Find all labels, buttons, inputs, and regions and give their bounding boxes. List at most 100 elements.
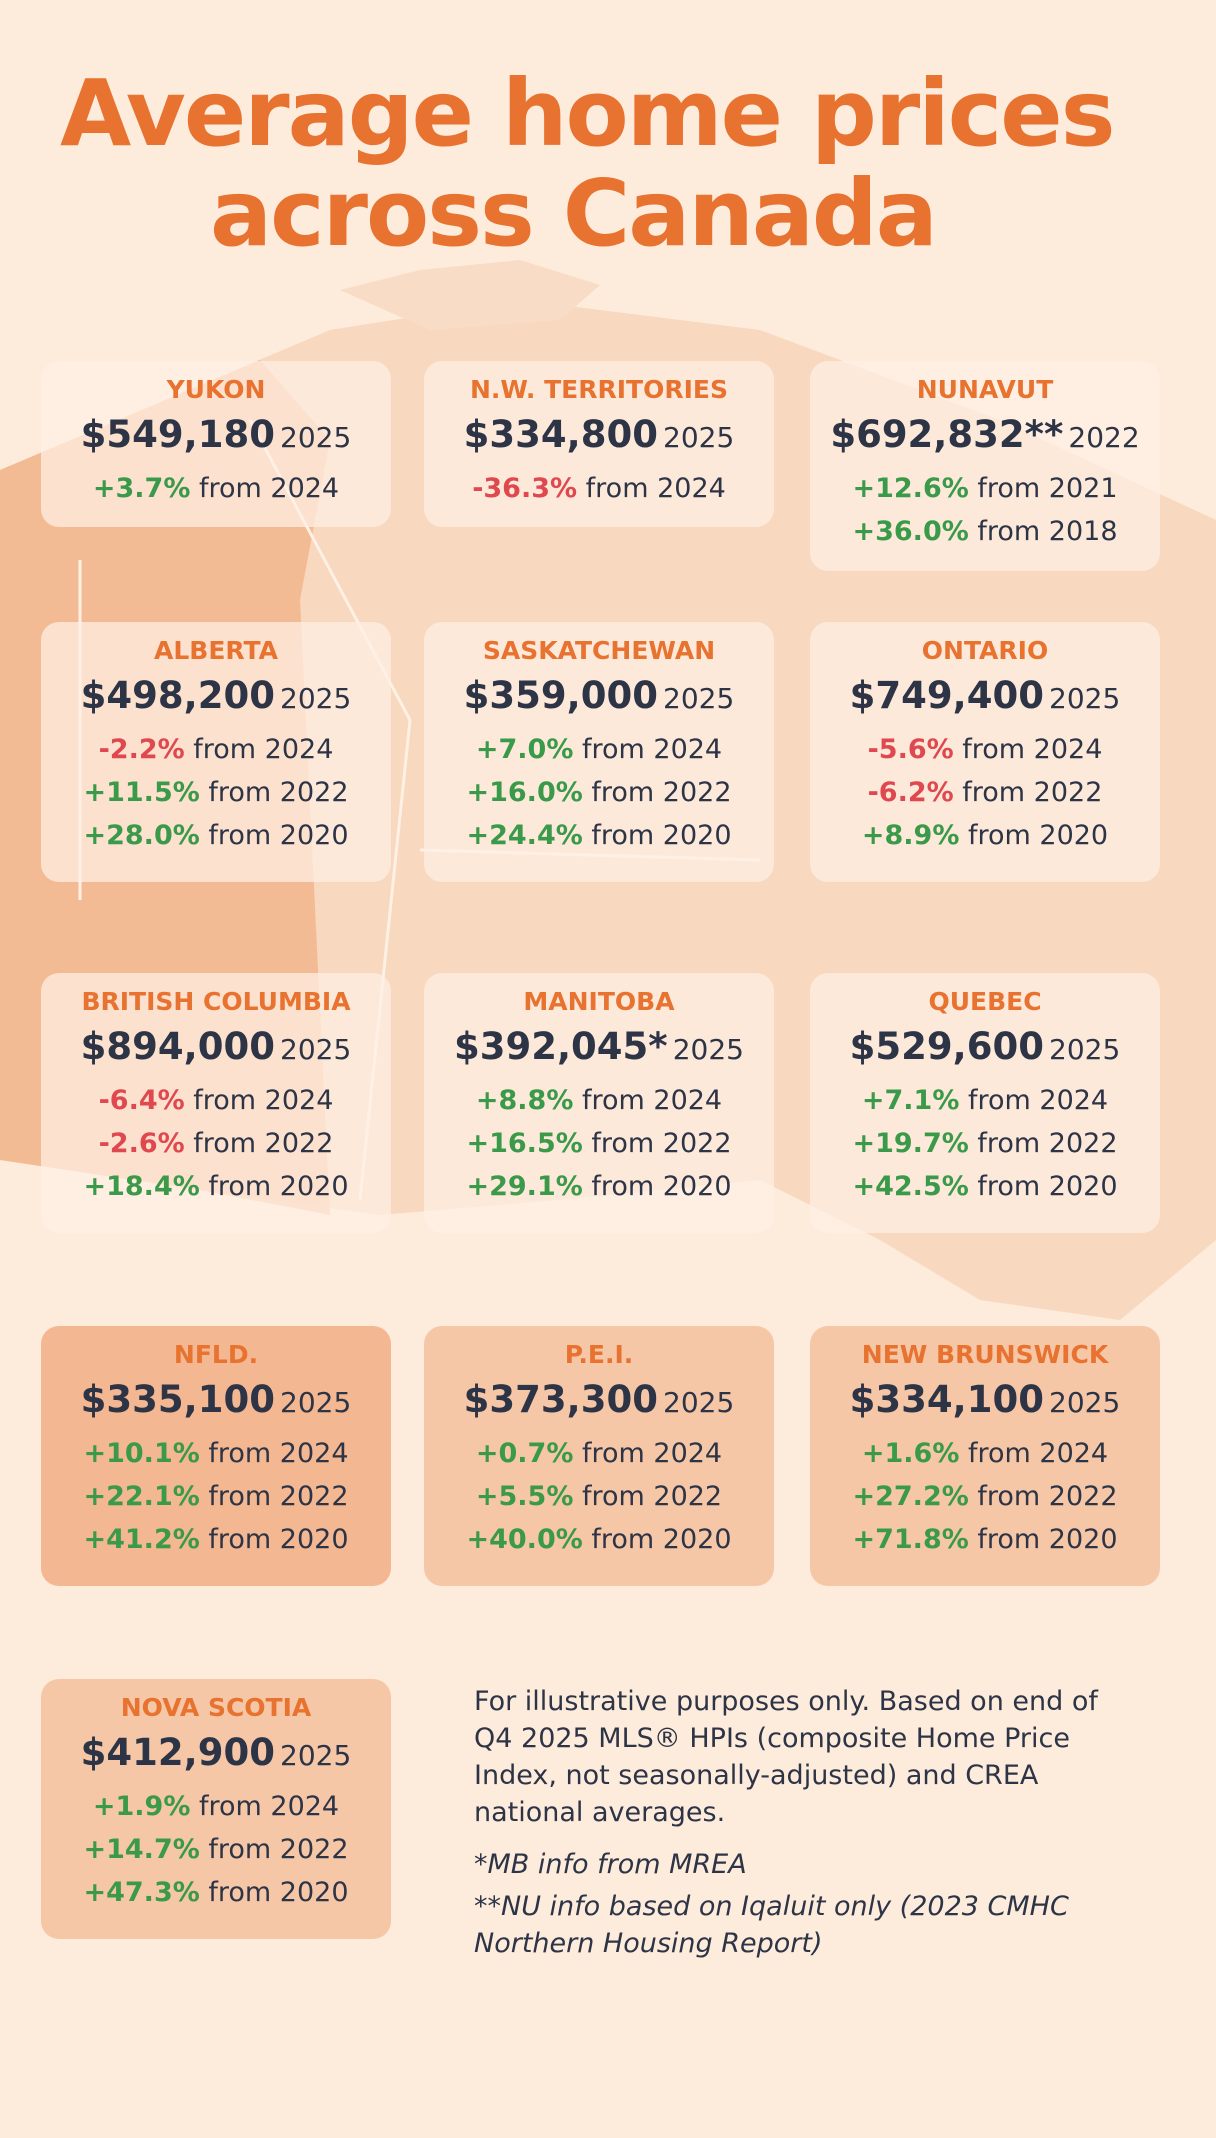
change-text: from 2020: [208, 1171, 349, 1202]
year: 2025: [1049, 682, 1121, 715]
year: 2025: [1049, 1033, 1121, 1066]
change: -6.4% from 2024: [41, 1085, 391, 1116]
price: $549,180: [80, 413, 275, 456]
change-text: from 2022: [591, 1128, 732, 1159]
change: +5.5% from 2022: [424, 1481, 774, 1512]
year: 2025: [280, 421, 352, 454]
year: 2025: [280, 682, 352, 715]
province-card: NFLD. $335,100 2025 +10.1% from 2024 +22.1%…: [41, 1326, 391, 1586]
price-row: $498,200 2025: [41, 674, 391, 717]
price: $894,000: [80, 1025, 275, 1068]
change: +36.0% from 2018: [810, 516, 1160, 547]
change: +1.9% from 2024: [41, 1791, 391, 1822]
change-pct: -6.4%: [98, 1085, 185, 1116]
change-text: from 2022: [591, 777, 732, 808]
change: +12.6% from 2021: [810, 473, 1160, 504]
change-pct: +40.0%: [466, 1524, 583, 1555]
province-card: SASKATCHEWAN $359,000 2025 +7.0% from 2024…: [424, 622, 774, 882]
change-text: from 2024: [198, 473, 340, 504]
province-name: NUNAVUT: [916, 375, 1054, 404]
province-name: QUEBEC: [928, 987, 1042, 1016]
price: $334,100: [849, 1378, 1044, 1421]
price: $392,045*: [454, 1025, 668, 1068]
price-row: $412,900 2025: [41, 1731, 391, 1774]
change-text: from 2020: [967, 820, 1109, 851]
change-text: from 2024: [193, 734, 334, 765]
change-pct: +10.1%: [83, 1438, 200, 1469]
province-name: N.W. TERRITORIES: [469, 375, 729, 404]
change: +10.1% from 2024: [41, 1438, 391, 1469]
change-pct: +7.1%: [861, 1085, 960, 1116]
change-text: from 2022: [208, 1481, 349, 1512]
province-card: BRITISH COLUMBIA $894,000 2025 -6.4% from …: [41, 973, 391, 1233]
year: 2025: [280, 1739, 352, 1772]
change-pct: +42.5%: [852, 1171, 969, 1202]
change: +14.7% from 2022: [41, 1834, 391, 1865]
year: 2025: [663, 421, 735, 454]
change-pct: +71.8%: [852, 1524, 969, 1555]
change-text: from 2020: [208, 1877, 349, 1908]
change-text: from 2021: [977, 473, 1118, 504]
province-name: BRITISH COLUMBIA: [81, 987, 351, 1016]
change-pct: +8.9%: [861, 820, 960, 851]
change-pct: +29.1%: [466, 1171, 583, 1202]
province-card: QUEBEC $529,600 2025 +7.1% from 2024 +19.7%…: [810, 973, 1160, 1233]
province-card: P.E.I. $373,300 2025 +0.7% from 2024 +5.5% …: [424, 1326, 774, 1586]
province-card: ONTARIO $749,400 2025 -5.6% from 2024 -6.2%…: [810, 622, 1160, 882]
change: +8.8% from 2024: [424, 1085, 774, 1116]
change: +11.5% from 2022: [41, 777, 391, 808]
change-text: from 2024: [581, 1085, 723, 1116]
change-text: from 2024: [581, 734, 723, 765]
change-pct: -2.6%: [98, 1128, 185, 1159]
price-row: $894,000 2025: [41, 1025, 391, 1068]
price: $498,200: [80, 674, 275, 717]
note: **NU info based on Iqaluit only (2023 CM…: [474, 1891, 1069, 1959]
change: +16.0% from 2022: [424, 777, 774, 808]
change: +3.7% from 2024: [41, 473, 391, 504]
change-text: from 2018: [977, 516, 1118, 547]
change-pct: +14.7%: [83, 1834, 200, 1865]
change-pct: -36.3%: [472, 473, 578, 504]
province-name: NOVA SCOTIA: [120, 1693, 312, 1722]
change-pct: -2.2%: [98, 734, 185, 765]
change-pct: +1.9%: [92, 1791, 191, 1822]
price-row: $359,000 2025: [424, 674, 774, 717]
change-text: from 2022: [962, 777, 1103, 808]
change-pct: +22.1%: [83, 1481, 200, 1512]
year: 2025: [663, 682, 735, 715]
year: 2025: [672, 1033, 744, 1066]
note: *MB info from MREA: [474, 1849, 747, 1880]
province-card: N.W. TERRITORIES $334,800 2025 -36.3% from…: [424, 361, 774, 527]
price-row: $549,180 2025: [41, 413, 391, 456]
change-text: from 2022: [193, 1128, 334, 1159]
change-pct: +16.5%: [466, 1128, 583, 1159]
change-text: from 2020: [977, 1171, 1118, 1202]
change-text: from 2020: [591, 820, 732, 851]
price-row: $373,300 2025: [424, 1378, 774, 1421]
change: +42.5% from 2020: [810, 1171, 1160, 1202]
province-card: NOVA SCOTIA $412,900 2025 +1.9% from 2024 +…: [41, 1679, 391, 1939]
title: Average home prices: [60, 60, 1115, 167]
change-pct: +47.3%: [83, 1877, 200, 1908]
change-text: from 2020: [208, 820, 349, 851]
change-text: from 2020: [977, 1524, 1118, 1555]
change-text: from 2024: [581, 1438, 723, 1469]
change: +28.0% from 2020: [41, 820, 391, 851]
change-pct: +0.7%: [475, 1438, 574, 1469]
change-text: from 2020: [208, 1524, 349, 1555]
province-card: YUKON $549,180 2025 +3.7% from 2024: [41, 361, 391, 527]
change-pct: +3.7%: [92, 473, 191, 504]
change: -36.3% from 2024: [424, 473, 774, 504]
change-text: from 2024: [208, 1438, 349, 1469]
price-row: $529,600 2025: [810, 1025, 1160, 1068]
province-name: P.E.I.: [564, 1340, 634, 1369]
province-card: MANITOBA $392,045* 2025 +8.8% from 2024 +16…: [424, 973, 774, 1233]
year: 2025: [1049, 1386, 1121, 1419]
price-row: $335,100 2025: [41, 1378, 391, 1421]
change-text: from 2022: [581, 1481, 723, 1512]
change-pct: +7.0%: [475, 734, 574, 765]
change: +18.4% from 2020: [41, 1171, 391, 1202]
change: -2.2% from 2024: [41, 734, 391, 765]
change-text: from 2020: [591, 1171, 732, 1202]
